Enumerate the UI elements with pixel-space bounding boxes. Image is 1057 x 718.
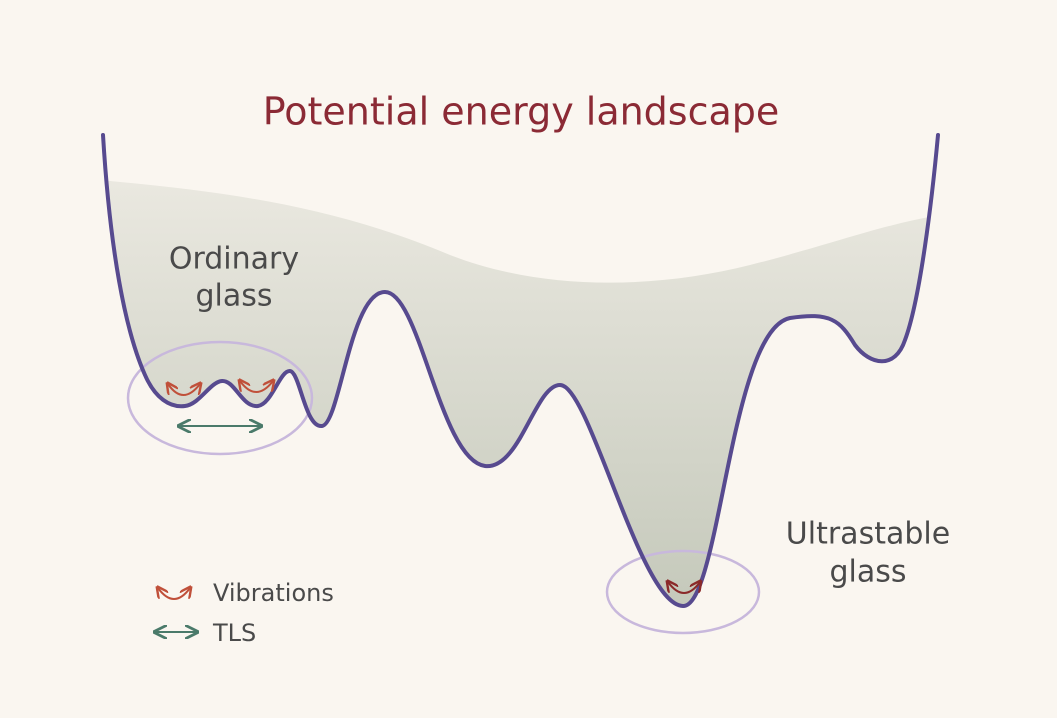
region-label: Ordinary [169,242,299,277]
ordinary-ellipse [126,340,314,456]
title: Potential energy landscape [263,90,780,134]
region-label: glass [195,279,272,314]
region-label: Ultrastable [786,517,950,552]
vibration-arrow [168,384,200,396]
ultrastable-ellipse [605,549,761,635]
energy-curve [101,133,940,609]
region-label: glass [829,555,906,590]
vibration-arrow [668,582,700,594]
legend-vibration-icon [158,588,190,600]
legend-label: Vibrations [213,579,334,607]
legend-label: TLS [212,619,256,647]
vibration-arrow [240,381,273,393]
